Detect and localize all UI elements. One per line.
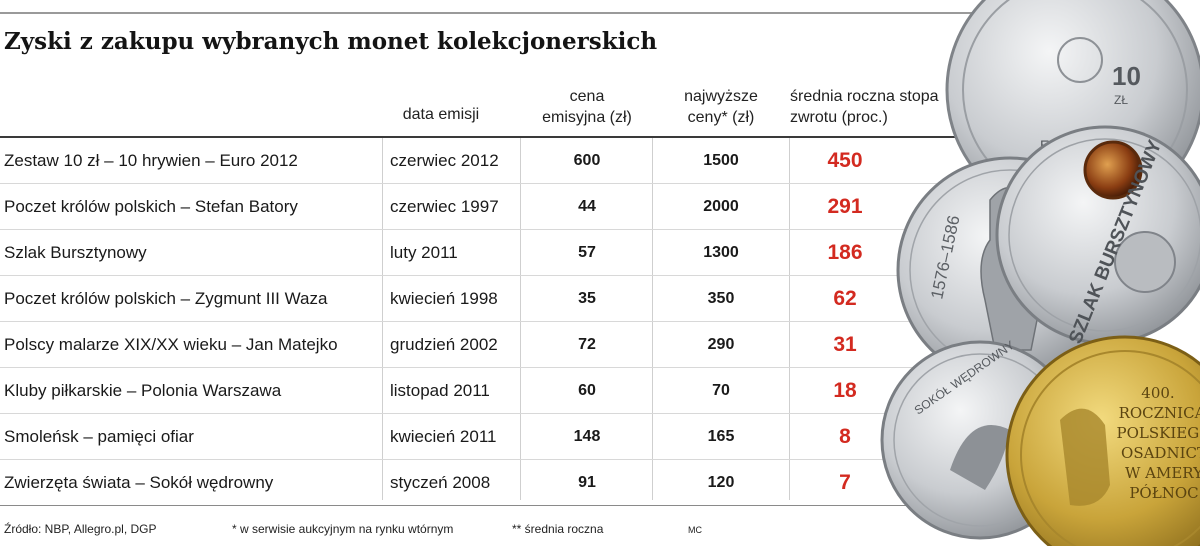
table-row: Poczet królów polskich – Zygmunt III Waz… (0, 276, 1020, 322)
issue-price: 35 (578, 290, 596, 307)
column-divider (789, 138, 790, 500)
coins-illustration: 10 ZŁ EURO 1576–1586 SZLAK BURSZTYNOWY S… (880, 0, 1200, 546)
page-title: Zyski z zakupu wybranych monet kolekcjon… (4, 28, 658, 55)
coin-table: Zestaw 10 zł – 10 hrywien – Euro 2012 cze… (0, 138, 1020, 506)
table-row: Szlak Bursztynowy luty 2011 57 1300 186 (0, 230, 1020, 276)
issue-date: kwiecień 1998 (390, 289, 498, 308)
coin-text-gold-line2: ROCZNICA (1119, 404, 1200, 422)
issue-date: listopad 2011 (390, 381, 490, 400)
footer-note-annual-average: ** średnia roczna (512, 522, 604, 536)
column-divider (382, 138, 383, 500)
max-price: 120 (707, 474, 735, 491)
max-price: 1300 (703, 244, 739, 261)
header-max-line2: ceny* (zł) (687, 109, 755, 126)
coin-name: Polscy malarze XIX/XX wieku – Jan Matejk… (4, 335, 338, 354)
table-row: Poczet królów polskich – Stefan Batory cz… (0, 184, 1020, 230)
header-return-line2: zwrotu (proc.) (790, 109, 888, 126)
coin-name: Zwierzęta świata – Sokół wędrowny (4, 473, 274, 492)
coin-name: Smoleńsk – pamięci ofiar (4, 427, 194, 446)
header-price: cena emisyjna (zł) (523, 86, 651, 128)
annual-return: 8 (839, 425, 851, 448)
coin-text-gold-line5: W AMERY (1125, 464, 1200, 482)
column-divider (520, 138, 521, 500)
issue-date: kwiecień 2011 (390, 427, 497, 446)
coin-name: Kluby piłkarskie – Polonia Warszawa (4, 381, 282, 400)
annual-return: 291 (827, 195, 863, 218)
column-divider (652, 138, 653, 500)
header-max-price: najwyższe ceny* (zł) (653, 86, 789, 128)
max-price: 165 (707, 428, 735, 445)
issue-price: 72 (578, 336, 596, 353)
issue-date: styczeń 2008 (390, 473, 491, 492)
table-row: Smoleńsk – pamięci ofiar kwiecień 2011 148… (0, 414, 1020, 460)
header-price-line2: emisyjna (zł) (542, 109, 632, 126)
annual-return: 7 (839, 471, 851, 494)
coin-text-ten: 10 (1112, 61, 1141, 91)
coin-name: Poczet królów polskich – Stefan Batory (4, 197, 298, 216)
issue-price: 44 (578, 198, 596, 215)
annual-return: 186 (827, 241, 863, 264)
max-price: 1500 (703, 152, 739, 169)
max-price: 70 (712, 382, 730, 399)
coin-text-gold-line1: 400. (1141, 384, 1174, 402)
header-max-line1: najwyższe (684, 88, 758, 105)
issue-date: luty 2011 (390, 243, 458, 262)
table-row: Polscy malarze XIX/XX wieku – Jan Matejk… (0, 322, 1020, 368)
table-row: Kluby piłkarskie – Polonia Warszawa listo… (0, 368, 1020, 414)
max-price: 290 (707, 336, 735, 353)
issue-date: czerwiec 1997 (390, 197, 499, 216)
issue-price: 60 (578, 382, 596, 399)
issue-price: 91 (578, 474, 596, 491)
max-price: 350 (707, 290, 735, 307)
table-row: Zestaw 10 zł – 10 hrywien – Euro 2012 cze… (0, 138, 1020, 184)
annual-return: 62 (833, 287, 857, 310)
footer-note-secondary-market: * w serwisie aukcyjnym na rynku wtórnym (232, 522, 454, 536)
header-return-line1: średnia roczna stopa (790, 88, 939, 105)
table-row: Zwierzęta świata – Sokół wędrowny styczeń… (0, 460, 1020, 506)
coin-text-ten-unit: ZŁ (1114, 93, 1128, 107)
header-price-line1: cena (569, 88, 605, 105)
coin-name: Poczet królów polskich – Zygmunt III Waz… (4, 289, 328, 308)
top-rule (0, 12, 1035, 14)
amber-route-coin: SZLAK BURSZTYNOWY (995, 125, 1200, 347)
footer-source: Źródło: NBP, Allegro.pl, DGP (4, 522, 157, 536)
issue-date: czerwiec 2012 (390, 151, 499, 170)
issue-price: 600 (573, 152, 601, 169)
footer-credit: MC (688, 525, 702, 535)
annual-return: 18 (833, 379, 857, 402)
coin-text-gold-line4: OSADNICT (1121, 444, 1200, 462)
issue-price: 57 (578, 244, 596, 261)
coin-name: Zestaw 10 zł – 10 hrywien – Euro 2012 (4, 151, 298, 170)
max-price: 2000 (703, 198, 739, 215)
coin-text-gold-line6: PÓŁNOC (1129, 484, 1198, 502)
annual-return: 450 (827, 149, 863, 172)
annual-return: 31 (833, 333, 857, 356)
coin-name: Szlak Bursztynowy (4, 243, 147, 262)
header-rule (0, 136, 1020, 138)
issue-price: 148 (573, 428, 601, 445)
header-return: średnia roczna stopa zwrotu (proc.) (790, 86, 1000, 128)
issue-date: grudzień 2002 (390, 335, 498, 354)
header-date: data emisji (402, 106, 480, 123)
